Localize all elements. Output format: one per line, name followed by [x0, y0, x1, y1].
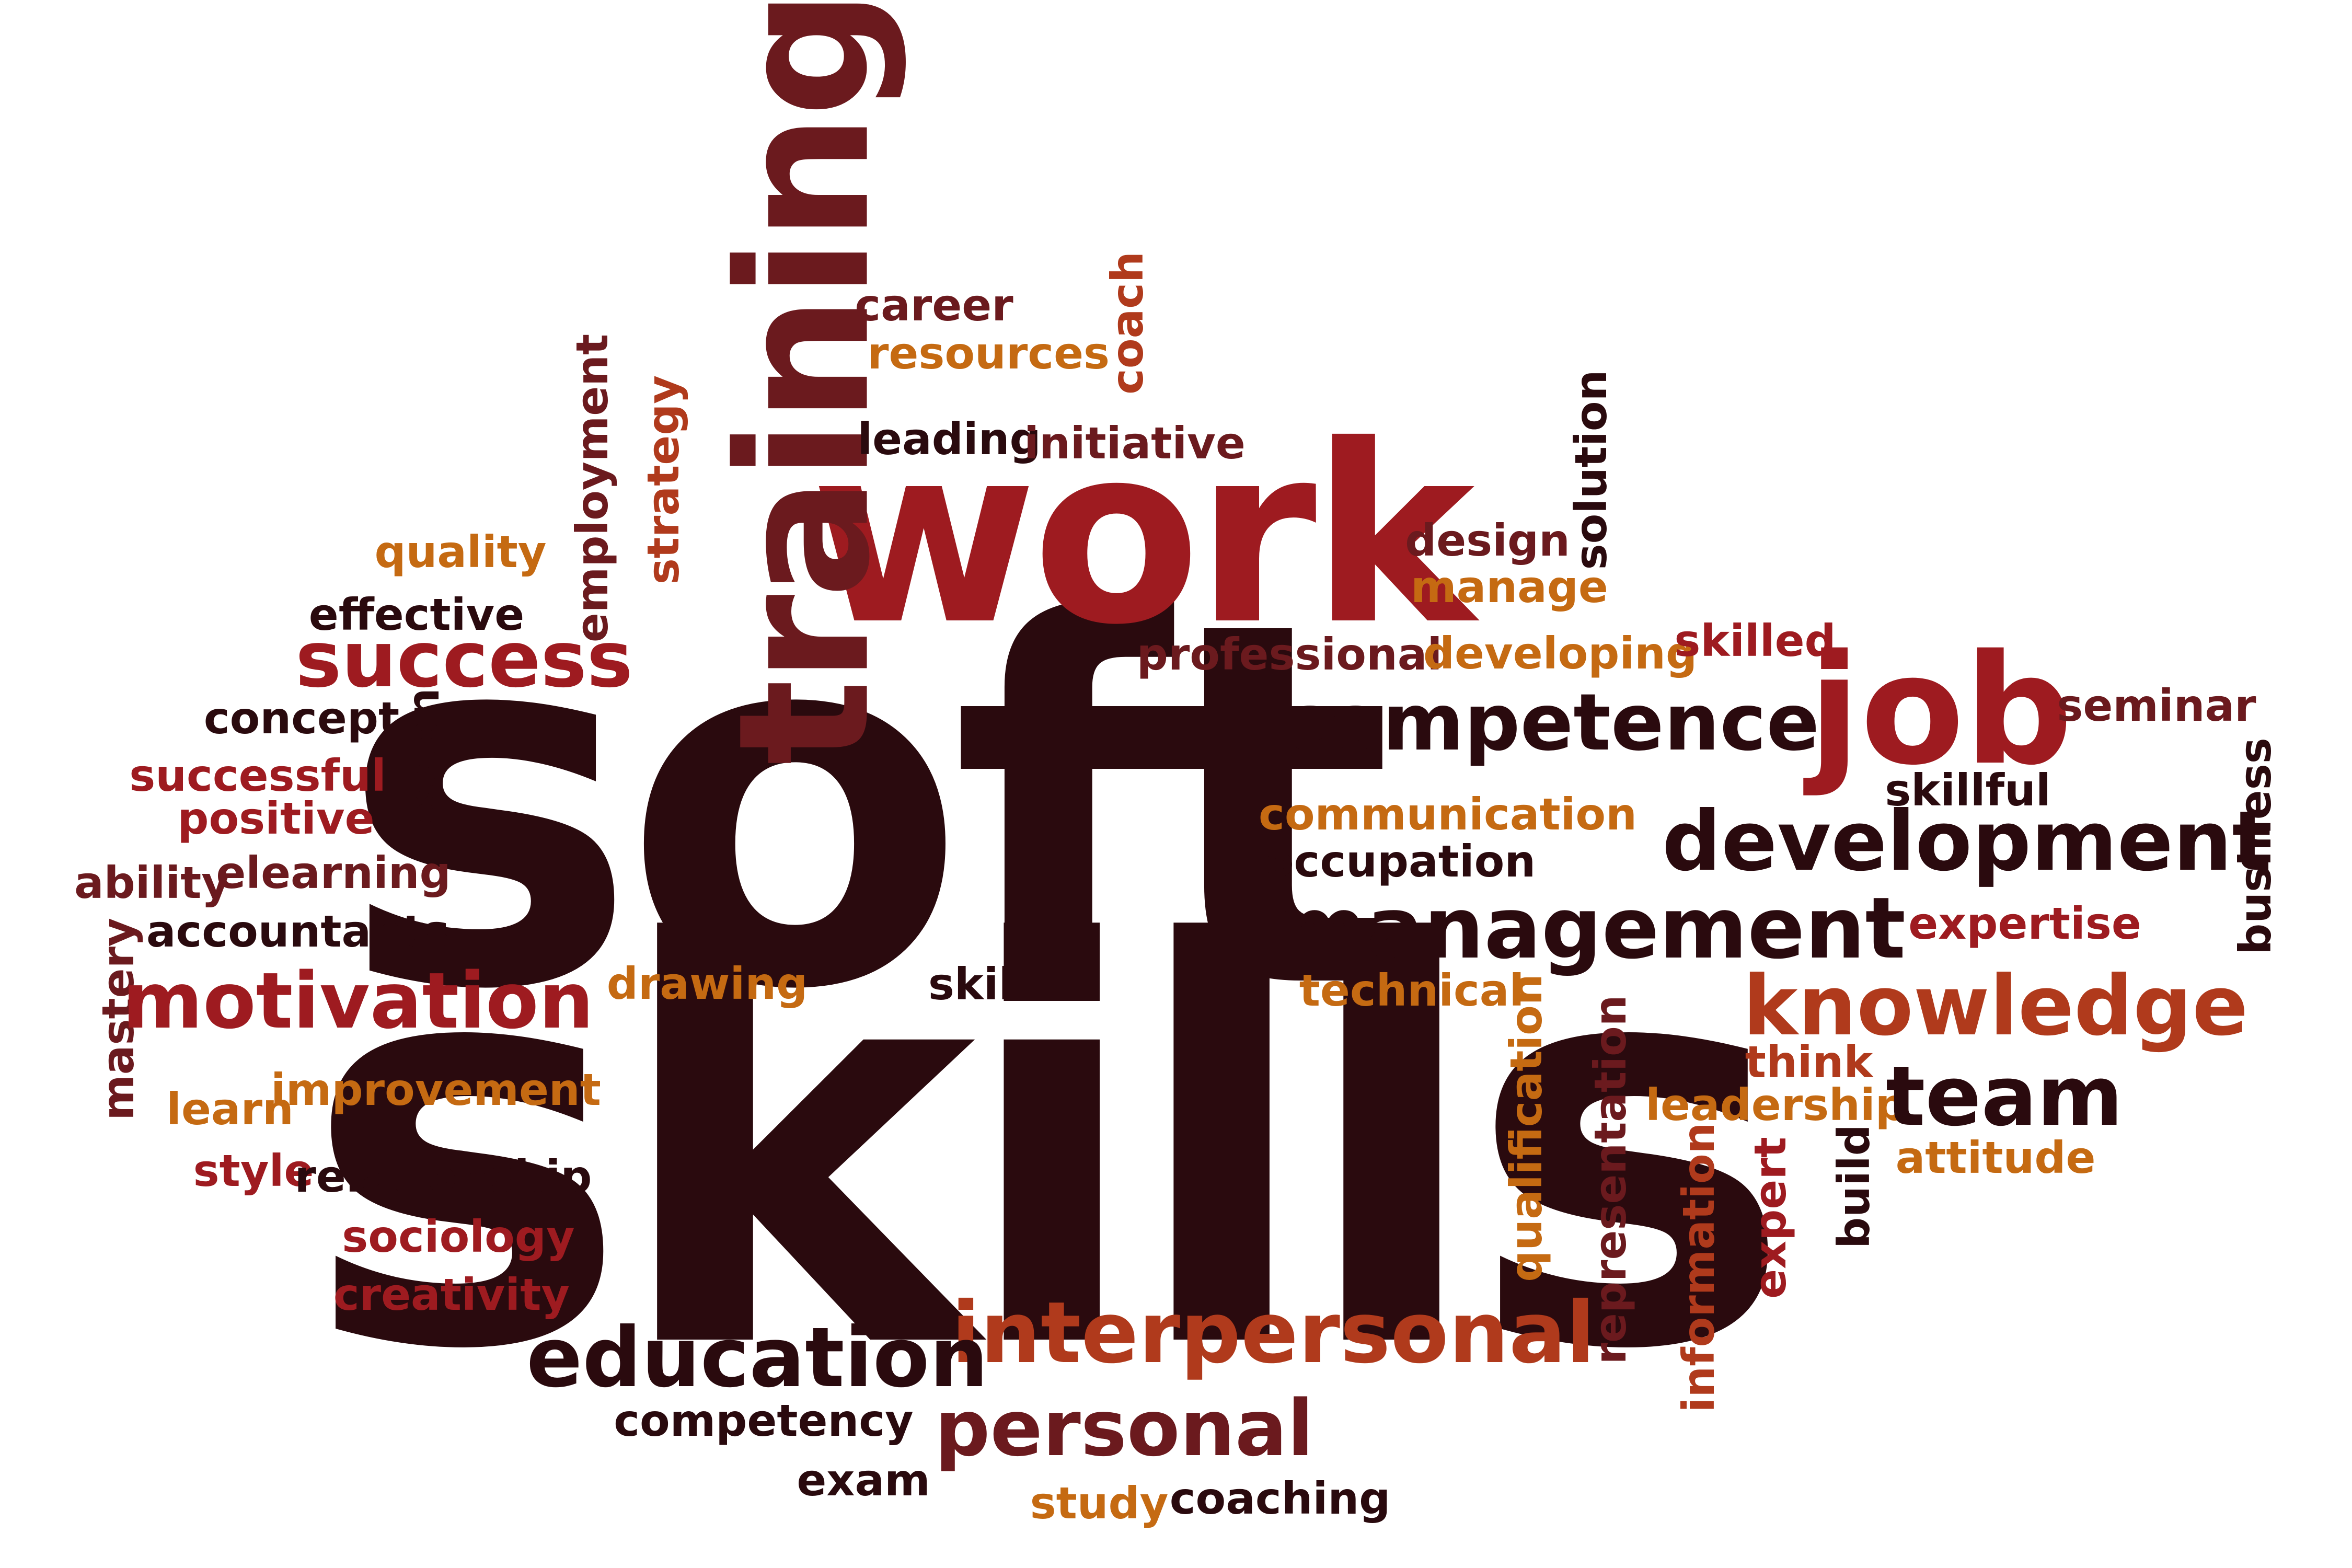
- word-learn: learn: [166, 1083, 294, 1135]
- word-business: business: [2230, 737, 2281, 955]
- word-solution: solution: [1565, 370, 1617, 570]
- word-education: education: [526, 1310, 988, 1406]
- word-success: success: [295, 615, 633, 705]
- word-management: management: [1278, 880, 1906, 978]
- word-think: think: [1745, 1036, 1873, 1088]
- word-quality: quality: [374, 526, 547, 578]
- word-study: study: [1030, 1478, 1169, 1529]
- word-motivation: motivation: [122, 956, 594, 1046]
- word-job: job: [1808, 622, 2073, 799]
- word-skill: skill: [928, 959, 1029, 1010]
- word-competency: competency: [614, 1395, 914, 1446]
- word-skilled: skilled: [1674, 615, 1836, 666]
- word-concept: concept: [203, 693, 400, 744]
- word-employment: employment: [567, 333, 618, 643]
- word-relationship: relationship: [294, 1151, 592, 1202]
- word-improvement: improvement: [271, 1064, 601, 1115]
- word-seminar: seminar: [2057, 680, 2256, 731]
- word-positive: positive: [177, 793, 375, 844]
- word-coach: coach: [1102, 251, 1153, 395]
- word-interpersonal: interpersonal: [951, 1284, 1595, 1382]
- word-technical: technical: [1299, 965, 1525, 1016]
- word-expertise: expertise: [1908, 898, 2141, 949]
- word-team: team: [1886, 1048, 2123, 1145]
- word-style: style: [193, 1145, 314, 1196]
- word-career: career: [855, 280, 1013, 331]
- word-skills: skills: [303, 830, 1794, 1469]
- word-development: development: [1662, 793, 2272, 890]
- word-leadership: leadership: [1645, 1079, 1907, 1131]
- word-design: design: [1405, 515, 1570, 566]
- word-successful: successful: [129, 750, 386, 801]
- word-drawing: drawing: [606, 958, 808, 1009]
- word-communication: communication: [1259, 789, 1637, 840]
- word-sociology: sociology: [342, 1211, 575, 1262]
- word-personal: personal: [935, 1383, 1314, 1473]
- word-exam: exam: [797, 1455, 930, 1506]
- word-coaching: coaching: [1169, 1473, 1391, 1524]
- word-qualification: qualification: [1501, 974, 1552, 1282]
- word-work: work: [810, 393, 1474, 678]
- word-accountants: accountants: [146, 906, 450, 957]
- word-knowledge: knowledge: [1743, 958, 2249, 1054]
- word-effective: effective: [308, 589, 525, 640]
- word-leading: leading: [857, 413, 1041, 465]
- word-creativity: creativity: [333, 1269, 570, 1320]
- word-professional: professional: [1136, 629, 1443, 680]
- word-expert: expert: [1745, 1137, 1796, 1299]
- word-information: information: [1673, 1122, 1724, 1413]
- word-soft: soft: [339, 515, 1393, 1099]
- word-attitude: attitude: [1895, 1132, 2096, 1183]
- word-skillful: skillful: [1885, 765, 2051, 816]
- word-occupation: occupation: [1263, 836, 1536, 887]
- word-ability: ability: [74, 857, 230, 908]
- word-training: training: [700, 0, 910, 766]
- word-manage: manage: [1411, 561, 1608, 613]
- word-strategy: strategy: [638, 375, 689, 585]
- word-elearning: elearning: [216, 847, 451, 898]
- word-lesson: lesson: [398, 688, 449, 847]
- word-developing: developing: [1423, 628, 1698, 679]
- word-build: build: [1828, 1124, 1880, 1249]
- word-resources: resources: [867, 328, 1110, 379]
- word-competence: competence: [1282, 677, 1820, 768]
- word-initiative: initiative: [1024, 418, 1246, 469]
